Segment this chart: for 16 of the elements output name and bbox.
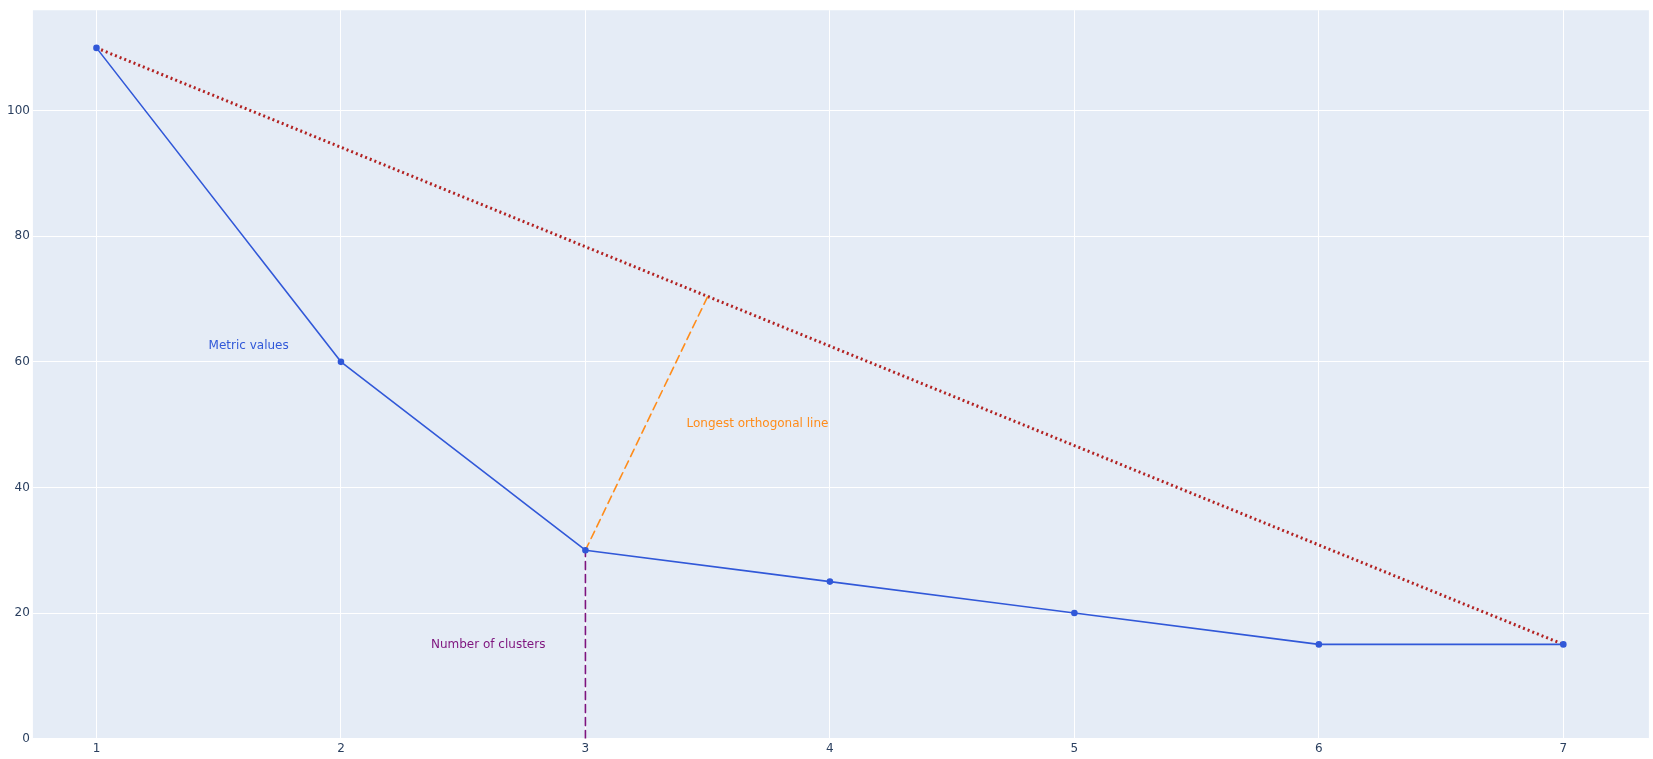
- y-tick-label: 100: [7, 102, 30, 117]
- y-tick-label: 80: [14, 228, 30, 243]
- y-tick-label: 40: [14, 479, 30, 494]
- y-tick-label: 0: [22, 730, 30, 745]
- x-tick-label: 3: [581, 740, 590, 755]
- x-tick-label: 4: [826, 740, 834, 755]
- text: Number of clusters: [430, 636, 546, 651]
- x-tick-label: 1: [92, 740, 101, 755]
- x-tick-label: 7: [1559, 740, 1568, 755]
- x-tick-label: 6: [1315, 740, 1323, 755]
- y-tick-label: 60: [14, 353, 30, 368]
- x-tick-label: 2: [337, 740, 345, 755]
- x-tick-label: 5: [1070, 740, 1079, 755]
- text: Metric values: [208, 338, 289, 353]
- y-tick-label: 20: [14, 605, 30, 620]
- text: Longest orthogonal line: [686, 415, 829, 430]
